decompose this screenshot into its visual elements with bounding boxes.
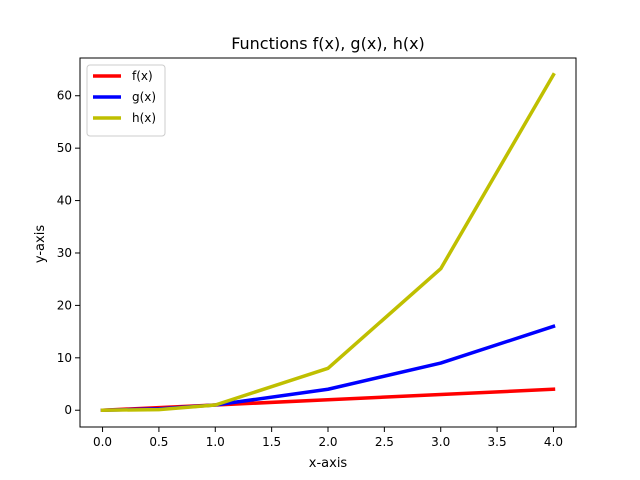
y-tick-label: 60 [57, 89, 72, 103]
x-tick-label: 3.5 [488, 435, 507, 449]
axis-ticks: 0.0 0.5 1.0 1.5 2.0 2.5 3.0 3.5 4.0 0 10 20 30 40 50 60 [57, 89, 563, 449]
x-tick-label: 0.5 [149, 435, 168, 449]
legend-label: g(x) [132, 90, 156, 104]
y-tick-label: 0 [64, 403, 72, 417]
y-axis-label: y-axis [33, 225, 48, 263]
y-tick-label: 30 [57, 246, 72, 260]
x-tick-label: 3.0 [431, 435, 450, 449]
y-tick-label: 50 [57, 141, 72, 155]
chart-title: Functions f(x), g(x), h(x) [231, 34, 425, 53]
x-tick-label: 4.0 [544, 435, 563, 449]
series-line-3 [100, 72, 556, 413]
x-tick-label: 2.5 [375, 435, 394, 449]
y-tick-label: 20 [57, 298, 72, 312]
legend: f(x) g(x) h(x) [86, 64, 166, 137]
legend-label: f(x) [132, 69, 153, 83]
plot-area-frame [79, 57, 577, 428]
x-tick-label: 1.5 [262, 435, 281, 449]
y-tick-label: 10 [57, 351, 72, 365]
series-lines [100, 72, 556, 413]
x-axis-label: x-axis [309, 456, 348, 471]
x-tick-label: 2.0 [318, 435, 337, 449]
x-tick-label: 0.0 [93, 435, 112, 449]
legend-label: h(x) [132, 111, 156, 125]
y-tick-label: 40 [57, 194, 72, 208]
x-tick-label: 1.0 [206, 435, 225, 449]
